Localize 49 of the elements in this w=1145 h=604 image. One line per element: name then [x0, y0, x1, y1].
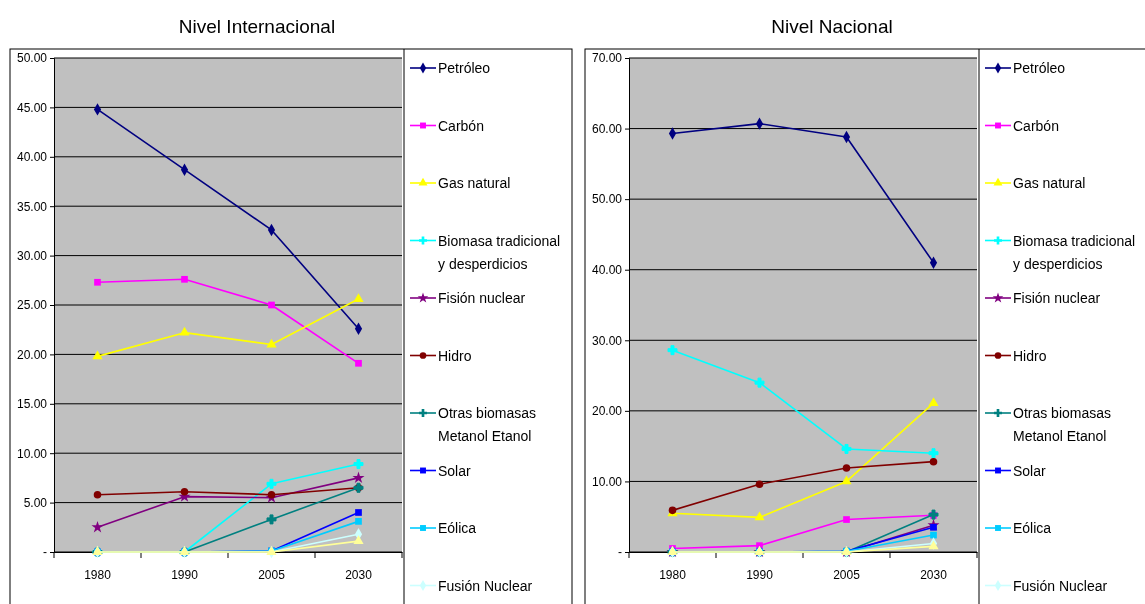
legend-label: Fisión nuclear [1013, 290, 1101, 306]
legend-label: Hidro [438, 347, 472, 364]
x-tick-label: 1990 [746, 567, 774, 582]
legend-label: Solar [1013, 462, 1047, 479]
chart-title: Nivel Internacional [178, 16, 336, 37]
x-tick-label: 1990 [171, 567, 199, 582]
legend-label: Eólica [438, 520, 477, 536]
y-tick-label: 10.00 [16, 446, 48, 461]
x-tick-label: 1980 [659, 567, 687, 582]
y-tick-label: 15.00 [16, 397, 48, 412]
legend-label: Fusión Nuclear [1013, 577, 1108, 594]
y-tick-label: - [43, 545, 47, 560]
y-tick-label: 50.00 [591, 192, 623, 207]
y-tick-label: 10.00 [591, 474, 623, 489]
x-tick-label: 2005 [258, 567, 286, 582]
y-tick-label: 30.00 [591, 333, 623, 348]
y-tick-label: 40.00 [16, 150, 48, 165]
chart-title: Nivel Nacional [771, 16, 893, 37]
legend-label: Gas natural [1013, 175, 1086, 191]
legend-label: Carbón [438, 117, 484, 134]
legend-label: Otras biomasas Metanol Etanol [438, 405, 537, 444]
y-tick-label: 70.00 [591, 51, 623, 66]
legend-label: Gas natural [438, 175, 511, 191]
y-tick-label: 20.00 [16, 347, 48, 362]
y-tick-label: 60.00 [591, 121, 623, 136]
y-tick-label: 25.00 [16, 298, 48, 313]
legend-label: Petróleo [438, 60, 491, 76]
x-tick-label: 2005 [833, 567, 861, 582]
x-tick-label: 1980 [84, 567, 112, 582]
y-tick-label: 20.00 [591, 404, 623, 419]
y-tick-label: 35.00 [16, 199, 48, 214]
y-tick-label: 30.00 [16, 248, 48, 263]
y-tick-label: 45.00 [16, 100, 48, 115]
y-tick-label: 40.00 [591, 263, 623, 278]
legend-label: Fisión nuclear [438, 290, 526, 306]
legend-label: Otras biomasas Metanol Etanol [1013, 405, 1112, 444]
x-tick-label: 2030 [920, 567, 948, 582]
y-tick-label: 50.00 [16, 51, 48, 66]
legend-label: Petróleo [1013, 60, 1066, 76]
legend-label: Biomasa tradicional y desperdicios [1013, 232, 1136, 272]
legend-label: Carbón [1013, 117, 1059, 134]
x-tick-label: 2030 [345, 567, 373, 582]
legend-label: Hidro [1013, 347, 1047, 364]
legend-label: Eólica [1013, 520, 1052, 536]
legend-label: Biomasa tradicional y desperdicios [438, 232, 561, 272]
y-tick-label: 5.00 [23, 495, 48, 510]
legend-label: Solar [438, 462, 472, 479]
y-tick-label: - [618, 545, 622, 560]
legend-label: Fusión Nuclear [438, 577, 533, 594]
